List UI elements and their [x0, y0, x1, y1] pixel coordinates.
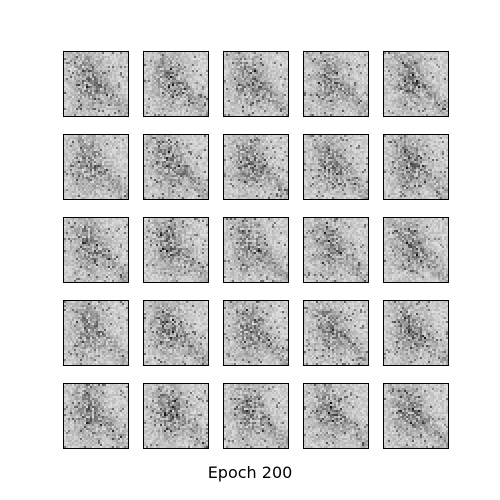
- sample-image: [144, 218, 208, 282]
- sample-image: [384, 218, 448, 282]
- sample-tile: [143, 383, 209, 449]
- sample-tile: [143, 134, 209, 200]
- sample-image: [304, 218, 368, 282]
- sample-image: [64, 135, 128, 199]
- sample-tile: [383, 383, 449, 449]
- sample-image: [384, 301, 448, 365]
- sample-tile: [383, 51, 449, 117]
- sample-tile: [303, 217, 369, 283]
- sample-image: [64, 384, 128, 448]
- sample-image: [224, 218, 288, 282]
- sample-tile: [223, 51, 289, 117]
- sample-image: [304, 135, 368, 199]
- sample-tile: [303, 383, 369, 449]
- sample-image: [384, 135, 448, 199]
- sample-tile: [303, 300, 369, 366]
- sample-image: [144, 384, 208, 448]
- sample-image: [64, 52, 128, 116]
- sample-tile: [63, 134, 129, 200]
- sample-tile: [303, 134, 369, 200]
- sample-tile: [383, 134, 449, 200]
- sample-tile: [383, 217, 449, 283]
- sample-tile: [223, 217, 289, 283]
- sample-tile: [63, 300, 129, 366]
- sample-tile: [223, 383, 289, 449]
- sample-image: [64, 301, 128, 365]
- sample-image: [384, 52, 448, 116]
- sample-image: [224, 384, 288, 448]
- sample-tile: [63, 217, 129, 283]
- sample-tile: [143, 51, 209, 117]
- sample-image: [144, 135, 208, 199]
- sample-tile: [303, 51, 369, 117]
- sample-image: [304, 301, 368, 365]
- sample-tile: [63, 51, 129, 117]
- sample-image: [224, 52, 288, 116]
- sample-tile: [143, 217, 209, 283]
- sample-tile: [143, 300, 209, 366]
- sample-image: [144, 301, 208, 365]
- sample-tile: [223, 134, 289, 200]
- sample-image: [304, 384, 368, 448]
- sample-image: [224, 135, 288, 199]
- sample-tile: [383, 300, 449, 366]
- sample-image: [224, 301, 288, 365]
- sample-tile: [223, 300, 289, 366]
- figure-caption: Epoch 200: [0, 463, 500, 482]
- sample-image: [144, 52, 208, 116]
- sample-tile: [63, 383, 129, 449]
- sample-image: [64, 218, 128, 282]
- sample-image: [384, 384, 448, 448]
- sample-image: [304, 52, 368, 116]
